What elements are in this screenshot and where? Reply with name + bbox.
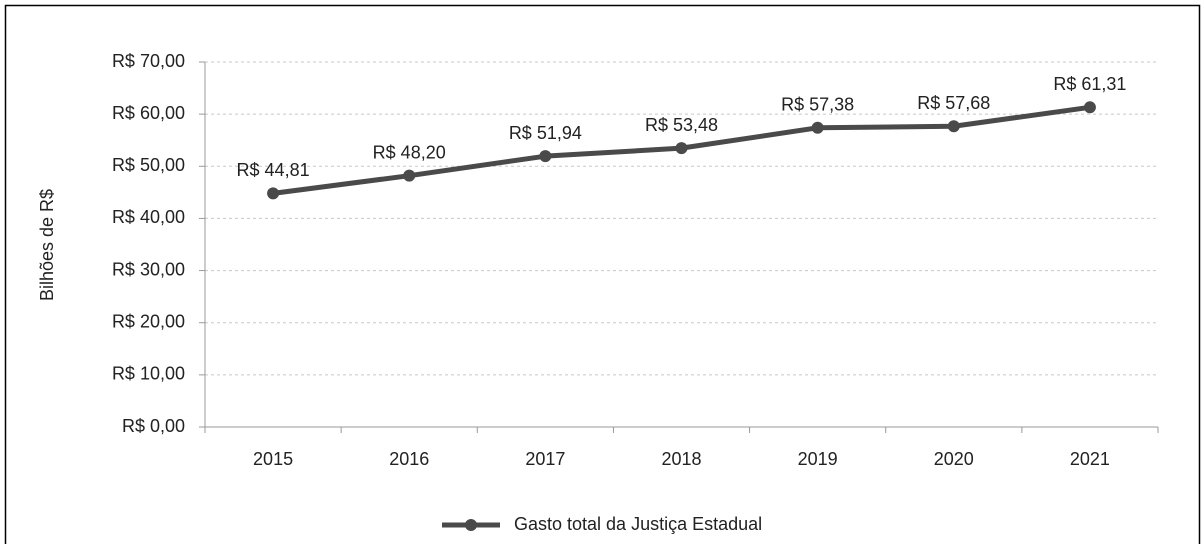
data-point bbox=[267, 187, 280, 200]
data-label: R$ 57,68 bbox=[917, 93, 990, 113]
data-label: R$ 44,81 bbox=[237, 160, 310, 180]
y-tick-label: R$ 0,00 bbox=[122, 416, 185, 436]
data-point bbox=[539, 150, 552, 163]
data-point bbox=[403, 169, 416, 182]
y-tick-label: R$ 50,00 bbox=[112, 155, 185, 175]
data-label: R$ 61,31 bbox=[1053, 74, 1126, 94]
data-label: R$ 57,38 bbox=[781, 95, 854, 115]
y-tick-label: R$ 60,00 bbox=[112, 103, 185, 123]
chart-frame bbox=[4, 4, 1201, 544]
y-tick-label: R$ 70,00 bbox=[112, 51, 185, 71]
y-axis-title: Bilhões de R$ bbox=[37, 189, 57, 301]
data-label: R$ 51,94 bbox=[509, 123, 582, 143]
legend-marker bbox=[465, 519, 477, 531]
x-tick-label: 2019 bbox=[798, 449, 838, 469]
data-point bbox=[811, 121, 824, 134]
x-tick-label: 2020 bbox=[934, 449, 974, 469]
x-tick-label: 2021 bbox=[1070, 449, 1110, 469]
x-tick-label: 2016 bbox=[389, 449, 429, 469]
x-tick-label: 2018 bbox=[661, 449, 701, 469]
y-tick-label: R$ 30,00 bbox=[112, 259, 185, 279]
x-tick-label: 2017 bbox=[525, 449, 565, 469]
data-point bbox=[1083, 101, 1096, 114]
legend-label: Gasto total da Justiça Estadual bbox=[514, 514, 762, 534]
data-label: R$ 48,20 bbox=[373, 142, 446, 162]
y-tick-label: R$ 10,00 bbox=[112, 364, 185, 384]
y-tick-label: R$ 20,00 bbox=[112, 311, 185, 331]
data-point bbox=[675, 142, 688, 155]
data-point bbox=[947, 120, 960, 133]
x-tick-label: 2015 bbox=[253, 449, 293, 469]
data-label: R$ 53,48 bbox=[645, 115, 718, 135]
y-tick-label: R$ 40,00 bbox=[112, 207, 185, 227]
